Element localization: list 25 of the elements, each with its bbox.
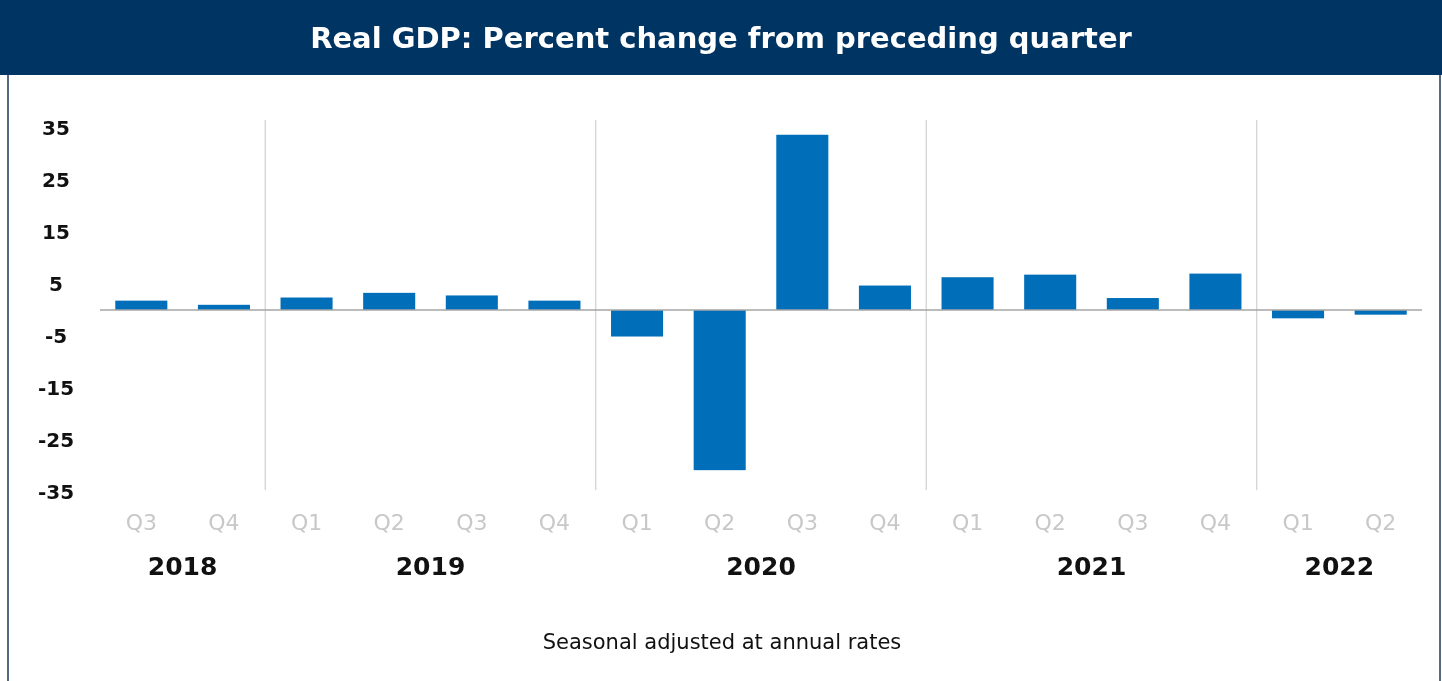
bar (611, 310, 664, 337)
chart-title: Real GDP: Percent change from preceding quarter (310, 21, 1133, 55)
text: 2019 (395, 552, 466, 581)
y-tick-label: 25 (42, 168, 70, 192)
bar (941, 277, 994, 310)
y-tick-label: -35 (37, 480, 75, 504)
y-tick-label: -15 (37, 376, 75, 400)
x-axis-title: Seasonal adjusted at annual rates (542, 630, 902, 654)
bar (1189, 273, 1242, 310)
text: 2022 (1304, 552, 1375, 581)
y-tick-label: -5 (44, 324, 68, 348)
y-tick-label: 15 (42, 220, 70, 244)
y-tick-label: -25 (37, 428, 75, 452)
bar (363, 292, 416, 310)
bar (858, 285, 911, 310)
bar (1024, 274, 1077, 310)
bar (1106, 298, 1159, 310)
bar (693, 310, 746, 471)
bar (445, 295, 498, 310)
text: 2021 (1056, 552, 1127, 581)
y-tick-label: 5 (49, 272, 63, 296)
text: 2020 (726, 552, 796, 581)
text: 2018 (147, 552, 218, 581)
y-tick-label: 35 (42, 116, 70, 140)
bar (776, 134, 829, 310)
